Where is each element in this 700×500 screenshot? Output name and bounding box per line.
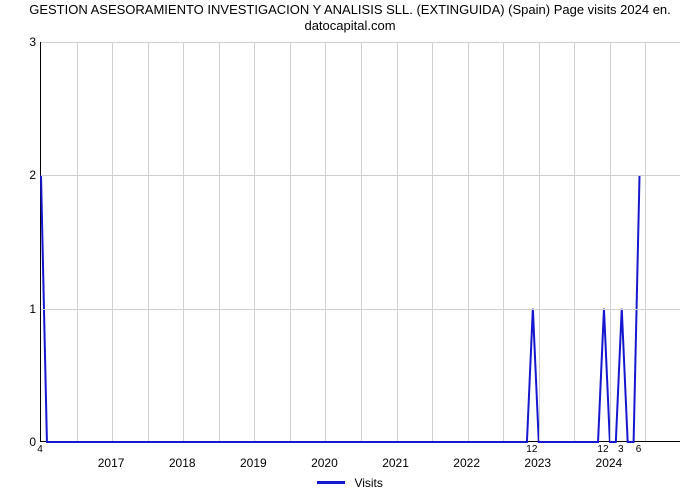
y-tick-label: 0 [6, 435, 36, 449]
gridline-v [254, 42, 255, 441]
chart-title: GESTION ASESORAMIENTO INVESTIGACION Y AN… [0, 2, 700, 35]
gridline-v [645, 42, 646, 441]
y-tick-label: 1 [6, 302, 36, 316]
legend-label: Visits [354, 476, 382, 490]
gridline-v [290, 42, 291, 441]
chart-title-line1: GESTION ASESORAMIENTO INVESTIGACION Y AN… [29, 2, 671, 17]
legend: Visits [0, 475, 700, 490]
gridline-v [610, 42, 611, 441]
gridline-v [361, 42, 362, 441]
x-tick-label: 2017 [98, 456, 125, 470]
legend-swatch [317, 481, 345, 484]
chart-title-line2: datocapital.com [304, 18, 395, 33]
x-tick-label: 2020 [311, 456, 338, 470]
x-minor-label: 4 [37, 444, 43, 455]
gridline-v [77, 42, 78, 441]
gridline-v [183, 42, 184, 441]
gridline-v [112, 42, 113, 441]
y-tick-label: 3 [6, 35, 36, 49]
x-tick-label: 2022 [453, 456, 480, 470]
gridline-v [397, 42, 398, 441]
x-minor-label: 3 [618, 444, 624, 455]
x-minor-label: 12 [526, 444, 537, 455]
plot-area [40, 42, 680, 442]
gridline-v [503, 42, 504, 441]
gridline-v [432, 42, 433, 441]
x-tick-label: 2023 [524, 456, 551, 470]
gridline-v [325, 42, 326, 441]
gridline-v [539, 42, 540, 441]
x-tick-label: 2018 [169, 456, 196, 470]
gridline-v [219, 42, 220, 441]
gridline-v [468, 42, 469, 441]
x-tick-label: 2021 [382, 456, 409, 470]
visits-chart: GESTION ASESORAMIENTO INVESTIGACION Y AN… [0, 0, 700, 500]
x-tick-label: 2024 [596, 456, 623, 470]
y-tick-label: 2 [6, 168, 36, 182]
gridline-v [148, 42, 149, 441]
x-minor-label: 12 [597, 444, 608, 455]
x-minor-label: 6 [636, 444, 642, 455]
gridline-v [574, 42, 575, 441]
x-tick-label: 2019 [240, 456, 267, 470]
